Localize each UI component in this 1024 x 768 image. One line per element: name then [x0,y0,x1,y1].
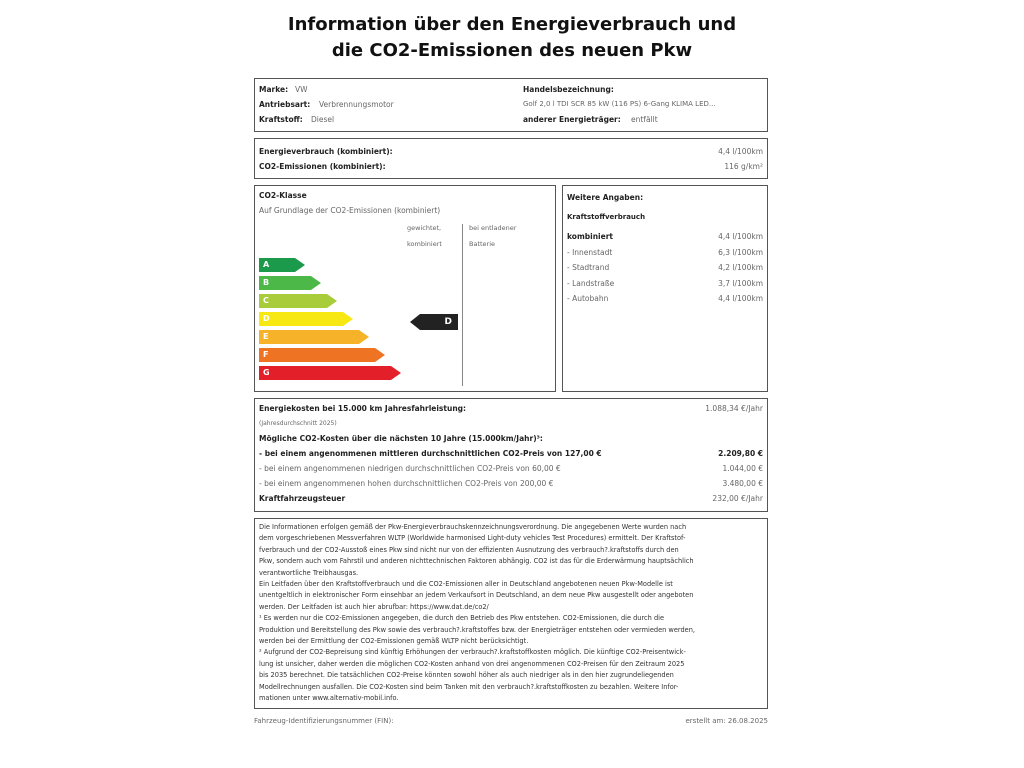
anderer-value: entfällt [631,115,658,124]
footnote-line: dem vorgeschriebenen Messverfahren WLTP … [259,534,686,543]
kraftstoff-value: Diesel [311,115,335,124]
costs-box: Energiekosten bei 15.000 km Jahresfahrle… [254,398,768,512]
anderer-label: anderer Energieträger: [523,115,621,124]
further-row-value: 4,4 l/100km [718,232,763,241]
co2-cost-high-value: 3.480,00 € [722,479,763,488]
further-row-label: - Stadtrand [567,263,610,272]
co2-class-box: CO2-Klasse Auf Grundlage der CO2-Emissio… [254,185,556,392]
co2-cost-title: Mögliche CO2-Kosten über die nächsten 10… [259,434,543,443]
footnote-line: werden. Der Leitfaden ist auch hier abru… [259,602,489,611]
tax-label: Kraftfahrzeugsteuer [259,494,346,503]
page-title-line1: Information über den Energieverbrauch un… [287,14,737,35]
consumption-box: Energieverbrauch (kombiniert): 4,4 l/100… [254,138,768,179]
col-combined-label: kombiniert [407,240,442,248]
further-row-label: - Landstraße [567,278,615,288]
marke-value: VW [295,85,308,94]
further-title: Weitere Angaben: [567,193,644,202]
footnote-line: werden bei der Ermittlung der CO2-Emissi… [259,637,529,645]
further-row-value: 3,7 l/100km [718,278,763,288]
further-row-value: 4,4 l/100km [718,294,763,303]
current-class-marker: D [410,314,458,330]
further-row-label: - Autobahn [567,294,609,303]
col-battery-label-2: Batterie [469,240,496,248]
antrieb-label: Antriebsart: [259,100,311,109]
column-divider [462,224,463,386]
further-row-label: kombiniert [567,232,613,241]
co2-class-bar-c: C [259,294,337,308]
page-title-line2: die CO2-Emissionen des neuen Pkw [331,40,693,61]
handel-label: Handelsbezeichnung: [523,85,614,94]
energy-cost-note: (Jahresdurchschnitt 2025) [259,420,337,427]
energy-cost-label: Energiekosten bei 15.000 km Jahresfahrle… [259,404,467,413]
footnote-line: Ein Leitfaden über den Kraftstoffverbrau… [259,580,673,588]
footnote-line: verantwortliche Treibhausgas. [259,568,359,577]
co2-class-subtitle: Auf Grundlage der CO2-Emissionen (kombin… [259,206,441,215]
footnote-line: unentgeltlich in elektronischer Form ein… [259,591,694,600]
co2-cost-low-value: 1.044,00 € [722,464,763,473]
co2-class-title: CO2-Klasse [259,191,307,200]
co2-class-bar-f: F [259,348,385,362]
co2-cost-mid-label: - bei einem angenommenen mittleren durch… [259,449,602,458]
further-row-value: 6,3 l/100km [718,247,763,257]
footnote-line: lung ist unsicher, daher werden die mögl… [259,659,685,668]
footnote-line: ¹ Es werden nur die CO2-Emissionen angeg… [259,614,665,623]
footnote-line: bis 2035 berechnet. Die tatsächlichen CO… [259,671,674,680]
footnote-line: ² Aufgrund der CO2-Bepreisung sind künft… [259,648,686,657]
col-battery-label: bei entladener [469,224,517,232]
created-date: erstellt am: 26.08.2025 [685,717,768,725]
tax-value: 232,00 €/Jahr [712,494,763,503]
further-info-box: Weitere Angaben: Kraftstoffverbrauch kom… [562,185,768,392]
co2-value: 116 g/km² [724,162,763,171]
co2-cost-high-label: - bei einem angenommenen hohen durchschn… [259,479,554,488]
energy-value: 4,4 l/100km [718,147,763,156]
co2-label: CO2-Emissionen (kombiniert): [259,162,386,171]
further-row-value: 4,2 l/100km [718,263,763,272]
handel-value: Golf 2,0 l TDI SCR 85 kW (116 PS) 6-Gang… [523,100,716,108]
footnotes-box: Die Informationen erfolgen gemäß der Pkw… [254,518,768,709]
further-subtitle: Kraftstoffverbrauch [567,213,646,221]
co2-class-bar-b: B [259,276,321,290]
co2-cost-mid-value: 2.209,80 € [718,449,763,458]
footnote-line: mationen unter www.alternativ-mobil.info… [259,694,399,702]
co2-class-bar-d: D [259,312,353,326]
col-weighted-label: gewichtet, [407,224,442,232]
antrieb-value: Verbrennungsmotor [319,100,394,109]
footnote-line: Pkw, sondern auch vom Fahrstil und ander… [259,557,694,566]
kraftstoff-label: Kraftstoff: [259,115,303,124]
co2-cost-low-label: - bei einem angenommenen niedrigen durch… [259,464,561,473]
co2-class-bar-e: E [259,330,369,344]
footnote-line: Die Informationen erfolgen gemäß der Pkw… [259,523,687,531]
co2-class-bar-g: G [259,366,401,380]
energy-label: Energieverbrauch (kombiniert): [259,147,393,156]
footnote-line: Modellrechnungen ausfallen. Die CO2-Kost… [259,682,679,691]
footnote-line: Produktion und Bereitstellung des Pkw so… [259,625,695,634]
vehicle-box: Marke: VW Antriebsart: Verbrennungsmotor… [254,78,768,132]
further-row-label: - Innenstadt [567,247,613,257]
fin-label: Fahrzeug-Identifizierungsnummer (FIN): [254,717,394,725]
marke-label: Marke: [259,85,289,94]
energy-cost-value: 1.088,34 €/Jahr [705,404,763,413]
co2-class-bar-a: A [259,258,305,272]
footnote-line: fverbrauch und der CO2-Ausstoß eines Pkw… [259,545,679,554]
